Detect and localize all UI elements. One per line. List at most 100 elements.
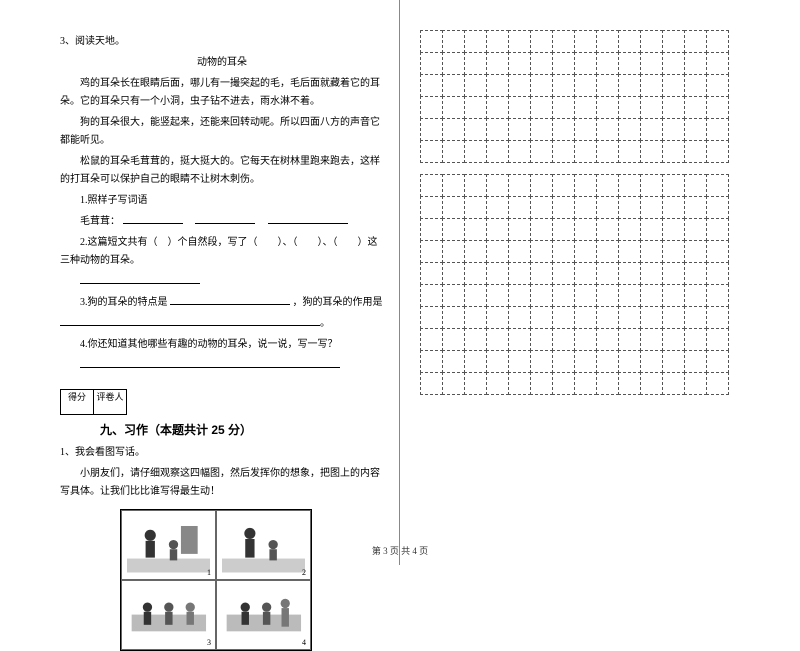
grid-cell[interactable] [706, 284, 729, 307]
grid-cell[interactable] [442, 52, 465, 75]
grid-cell[interactable] [442, 218, 465, 241]
grid-cell[interactable] [552, 118, 575, 141]
grid-cell[interactable] [706, 350, 729, 373]
grid-cell[interactable] [442, 174, 465, 197]
grid-cell[interactable] [486, 306, 509, 329]
grid-cell[interactable] [508, 284, 531, 307]
grid-cell[interactable] [574, 174, 597, 197]
grid-cell[interactable] [486, 96, 509, 119]
grid-cell[interactable] [442, 372, 465, 395]
grid-cell[interactable] [464, 174, 487, 197]
grid-cell[interactable] [508, 30, 531, 53]
grid-cell[interactable] [464, 284, 487, 307]
grid-cell[interactable] [596, 328, 619, 351]
grid-cell[interactable] [486, 30, 509, 53]
grid-cell[interactable] [596, 74, 619, 97]
grid-cell[interactable] [420, 174, 443, 197]
grid-cell[interactable] [420, 240, 443, 263]
grid-cell[interactable] [662, 284, 685, 307]
grid-cell[interactable] [530, 240, 553, 263]
grid-cell[interactable] [420, 118, 443, 141]
grid-cell[interactable] [464, 140, 487, 163]
grid-cell[interactable] [464, 96, 487, 119]
grid-cell[interactable] [442, 306, 465, 329]
grid-cell[interactable] [508, 118, 531, 141]
grid-cell[interactable] [618, 96, 641, 119]
grid-cell[interactable] [574, 140, 597, 163]
grid-cell[interactable] [618, 174, 641, 197]
grid-cell[interactable] [508, 262, 531, 285]
grid-cell[interactable] [706, 140, 729, 163]
grid-cell[interactable] [574, 306, 597, 329]
grid-cell[interactable] [640, 240, 663, 263]
grid-cell[interactable] [442, 96, 465, 119]
grid-cell[interactable] [684, 328, 707, 351]
q1-blank-3[interactable] [268, 214, 348, 224]
grid-cell[interactable] [706, 372, 729, 395]
grid-cell[interactable] [662, 52, 685, 75]
grid-cell[interactable] [706, 74, 729, 97]
grid-cell[interactable] [464, 218, 487, 241]
grid-cell[interactable] [596, 218, 619, 241]
grid-cell[interactable] [530, 174, 553, 197]
grid-cell[interactable] [618, 218, 641, 241]
grid-cell[interactable] [530, 30, 553, 53]
grid-cell[interactable] [618, 372, 641, 395]
grid-cell[interactable] [530, 350, 553, 373]
q1-blank-2[interactable] [195, 214, 255, 224]
grid-cell[interactable] [508, 96, 531, 119]
grid-cell[interactable] [420, 218, 443, 241]
grid-cell[interactable] [486, 140, 509, 163]
grid-cell[interactable] [618, 306, 641, 329]
grid-cell[interactable] [640, 284, 663, 307]
grid-cell[interactable] [486, 262, 509, 285]
grid-cell[interactable] [684, 284, 707, 307]
grid-cell[interactable] [596, 284, 619, 307]
grid-cell[interactable] [530, 218, 553, 241]
grid-cell[interactable] [420, 74, 443, 97]
grid-cell[interactable] [530, 262, 553, 285]
grid-cell[interactable] [684, 306, 707, 329]
grid-cell[interactable] [420, 284, 443, 307]
grid-cell[interactable] [442, 196, 465, 219]
grid-cell[interactable] [684, 240, 707, 263]
grid-cell[interactable] [618, 118, 641, 141]
grid-cell[interactable] [464, 240, 487, 263]
q3-blank-2[interactable] [60, 316, 320, 326]
grid-cell[interactable] [420, 96, 443, 119]
grid-cell[interactable] [420, 350, 443, 373]
grid-cell[interactable] [706, 328, 729, 351]
grid-cell[interactable] [662, 96, 685, 119]
q2-blank[interactable] [80, 274, 200, 284]
grid-cell[interactable] [640, 52, 663, 75]
grid-cell[interactable] [574, 218, 597, 241]
grid-cell[interactable] [442, 350, 465, 373]
grid-cell[interactable] [662, 306, 685, 329]
grid-cell[interactable] [662, 262, 685, 285]
grid-cell[interactable] [464, 52, 487, 75]
grid-cell[interactable] [486, 372, 509, 395]
grid-cell[interactable] [464, 30, 487, 53]
grid-cell[interactable] [552, 96, 575, 119]
grid-cell[interactable] [508, 74, 531, 97]
grid-cell[interactable] [486, 196, 509, 219]
grid-cell[interactable] [464, 74, 487, 97]
grid-cell[interactable] [486, 118, 509, 141]
grid-cell[interactable] [420, 140, 443, 163]
grid-cell[interactable] [574, 240, 597, 263]
grid-cell[interactable] [618, 30, 641, 53]
grid-cell[interactable] [596, 174, 619, 197]
grid-cell[interactable] [662, 240, 685, 263]
grid-cell[interactable] [552, 240, 575, 263]
grid-cell[interactable] [420, 30, 443, 53]
grid-cell[interactable] [684, 196, 707, 219]
grid-cell[interactable] [464, 118, 487, 141]
grid-cell[interactable] [684, 96, 707, 119]
grid-cell[interactable] [706, 30, 729, 53]
grid-cell[interactable] [552, 174, 575, 197]
grid-cell[interactable] [552, 350, 575, 373]
grid-cell[interactable] [596, 372, 619, 395]
grid-cell[interactable] [574, 350, 597, 373]
grid-cell[interactable] [706, 52, 729, 75]
grid-cell[interactable] [596, 30, 619, 53]
